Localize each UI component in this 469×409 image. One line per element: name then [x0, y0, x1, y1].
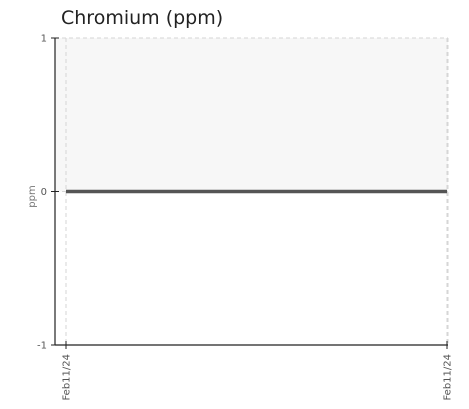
y-axis-label: ppm	[27, 185, 38, 207]
y-tick-label: 0	[41, 187, 47, 198]
shaded-band	[55, 38, 448, 192]
y-tick-label: 1	[41, 34, 47, 45]
x-tick-label: Feb11/24	[443, 354, 454, 401]
x-tick-label: Feb11/24	[62, 354, 73, 401]
y-tick-label: -1	[37, 341, 47, 352]
chart-title: Chromium (ppm)	[61, 7, 224, 29]
